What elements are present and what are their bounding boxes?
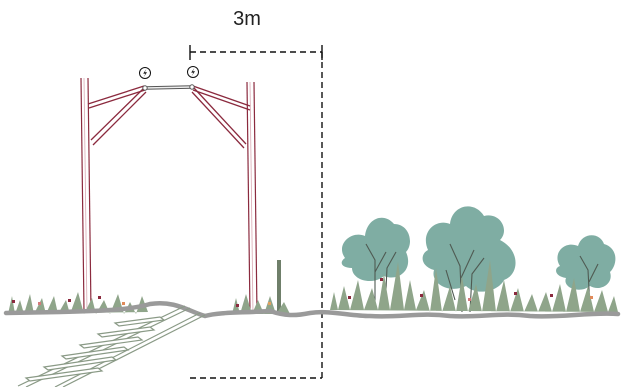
signal-post [277, 260, 281, 312]
flowers [12, 278, 593, 311]
tree-branches [365, 243, 599, 313]
catenary-pole-left [80, 77, 92, 313]
ground-surface [3, 300, 621, 319]
railway-track [17, 305, 206, 387]
grass [8, 260, 618, 314]
dimension-marker [189, 45, 323, 379]
cantilever-arm-left [87, 85, 147, 146]
cantilever-arm-right [191, 85, 251, 149]
lightning-icon [187, 66, 199, 78]
catenary-pole-right [246, 81, 258, 315]
contact-wire [142, 84, 195, 91]
distance-label: 3m [233, 8, 261, 30]
lightning-icon [139, 67, 151, 79]
